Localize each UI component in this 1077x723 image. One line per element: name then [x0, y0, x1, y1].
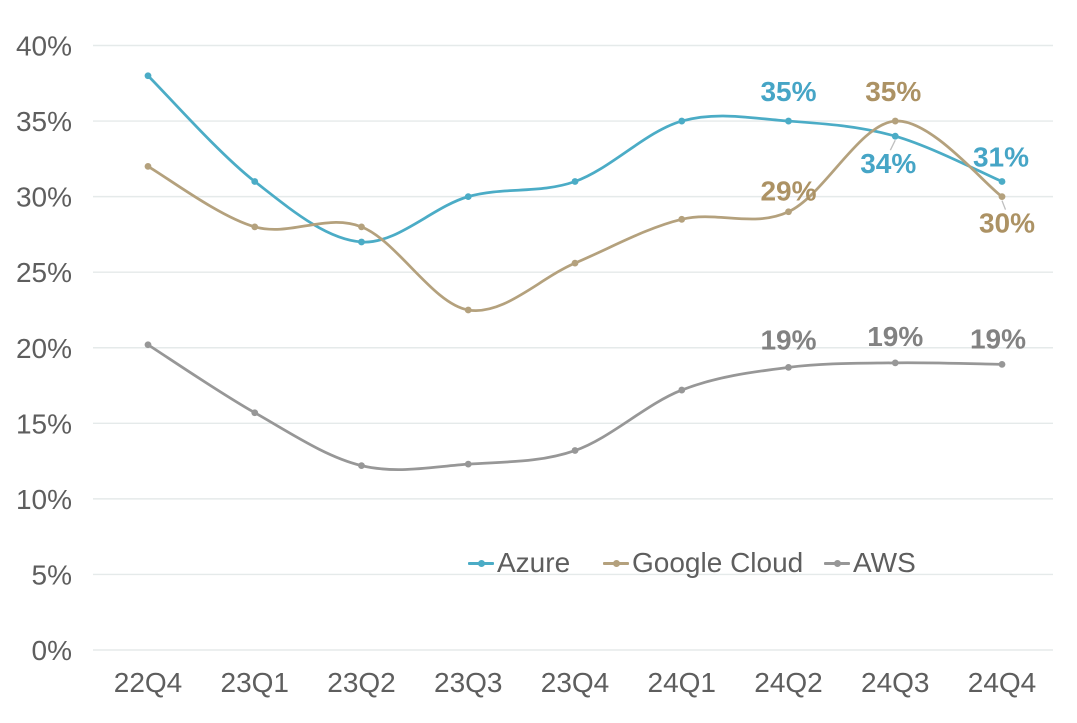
data-point: [785, 363, 792, 371]
data-point: [678, 386, 686, 394]
y-tick-label: 5%: [32, 559, 72, 590]
data-point: [251, 178, 259, 185]
data-point: [678, 117, 686, 125]
y-tick-label: 25%: [16, 257, 72, 288]
series-line-azure: [146, 74, 1004, 244]
label-leader-line: [1001, 200, 1007, 210]
x-tick-label: 23Q1: [221, 667, 290, 698]
x-tick-label: 22Q4: [114, 667, 183, 698]
data-point: [144, 341, 152, 349]
data-label: 19%: [760, 324, 816, 355]
data-label: 19%: [970, 323, 1026, 354]
x-tick-label: 24Q2: [754, 667, 823, 698]
data-label: 31%: [973, 142, 1029, 173]
data-point: [785, 117, 792, 125]
data-label: 19%: [867, 321, 923, 352]
data-point: [998, 193, 1006, 201]
data-label: 35%: [760, 76, 816, 107]
data-point: [144, 72, 152, 80]
data-point: [891, 117, 899, 125]
y-tick-label: 35%: [16, 106, 72, 137]
x-tick-label: 24Q1: [648, 667, 717, 698]
data-point: [571, 178, 579, 185]
y-tick-label: 30%: [16, 182, 72, 213]
data-point: [891, 359, 899, 367]
data-point: [464, 306, 472, 314]
y-tick-label: 20%: [16, 333, 72, 364]
data-point: [464, 460, 472, 468]
data-label: 29%: [760, 176, 816, 207]
data-point: [785, 208, 792, 216]
x-tick-label: 24Q4: [968, 667, 1037, 698]
data-point: [251, 223, 259, 231]
y-tick-label: 10%: [16, 484, 72, 515]
data-point: [358, 223, 365, 231]
y-tick-label: 40%: [16, 31, 72, 62]
data-point: [998, 360, 1006, 368]
x-tick-label: 23Q2: [327, 667, 396, 698]
data-label: 34%: [860, 148, 916, 179]
x-tick-label: 24Q3: [861, 667, 930, 698]
data-point: [144, 163, 152, 170]
data-point: [891, 132, 899, 140]
y-tick-label: 0%: [32, 635, 72, 666]
x-tick-label: 23Q3: [434, 667, 503, 698]
data-point: [571, 447, 579, 454]
data-label: 35%: [865, 76, 921, 107]
data-label: 30%: [979, 208, 1035, 239]
data-point: [251, 409, 259, 417]
data-point: [464, 193, 472, 201]
data-point: [358, 462, 365, 470]
data-point: [358, 238, 365, 246]
x-tick-label: 23Q4: [541, 667, 610, 698]
label-leader-line: [889, 139, 896, 151]
data-point: [571, 259, 579, 267]
y-tick-label: 15%: [16, 408, 72, 439]
data-point: [998, 178, 1006, 185]
data-point: [678, 215, 686, 223]
